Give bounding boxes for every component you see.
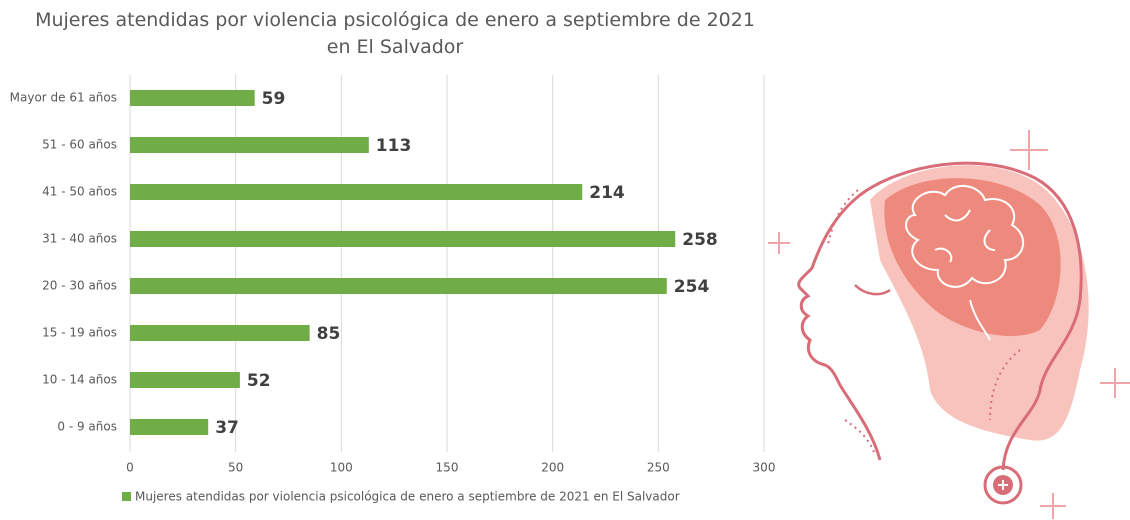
y-tick-label: 31 - 40 años xyxy=(42,232,117,246)
x-tick-label: 100 xyxy=(330,461,353,475)
chart: Mujeres atendidas por violencia psicológ… xyxy=(0,0,1130,520)
bar xyxy=(130,325,310,341)
y-tick-label: 41 - 50 años xyxy=(42,185,117,199)
x-tick-label: 150 xyxy=(436,461,459,475)
x-tick-label: 50 xyxy=(228,461,243,475)
legend-label: Mujeres atendidas por violencia psicológ… xyxy=(135,490,680,504)
value-label: 37 xyxy=(215,418,239,438)
legend-swatch xyxy=(122,492,131,501)
x-tick-label: 200 xyxy=(541,461,564,475)
x-tick-label: 300 xyxy=(753,461,776,475)
bar xyxy=(130,372,240,388)
x-tick-label: 250 xyxy=(647,461,670,475)
value-label: 214 xyxy=(589,183,625,203)
x-tick-label: 0 xyxy=(126,461,134,475)
bar xyxy=(130,278,667,294)
bar xyxy=(130,231,675,247)
value-label: 254 xyxy=(674,277,710,297)
y-tick-label: 15 - 19 años xyxy=(42,326,117,340)
value-label: 113 xyxy=(376,136,412,156)
y-tick-label: 0 - 9 años xyxy=(57,420,117,434)
bar xyxy=(130,419,208,435)
value-label: 52 xyxy=(247,371,271,391)
value-label: 85 xyxy=(317,324,341,344)
eye xyxy=(855,285,890,294)
chart-title: Mujeres atendidas por violencia psicológ… xyxy=(35,9,755,58)
bar xyxy=(130,90,255,106)
value-label: 59 xyxy=(262,89,286,109)
y-tick-label: 20 - 30 años xyxy=(42,279,117,293)
value-label: 258 xyxy=(682,230,718,250)
bar xyxy=(130,137,369,153)
illustration xyxy=(768,130,1130,519)
bar xyxy=(130,184,582,200)
y-tick-label: 51 - 60 años xyxy=(42,138,117,152)
y-tick-label: 10 - 14 años xyxy=(42,373,117,387)
grid xyxy=(130,75,764,452)
y-tick-label: Mayor de 61 años xyxy=(10,91,117,105)
